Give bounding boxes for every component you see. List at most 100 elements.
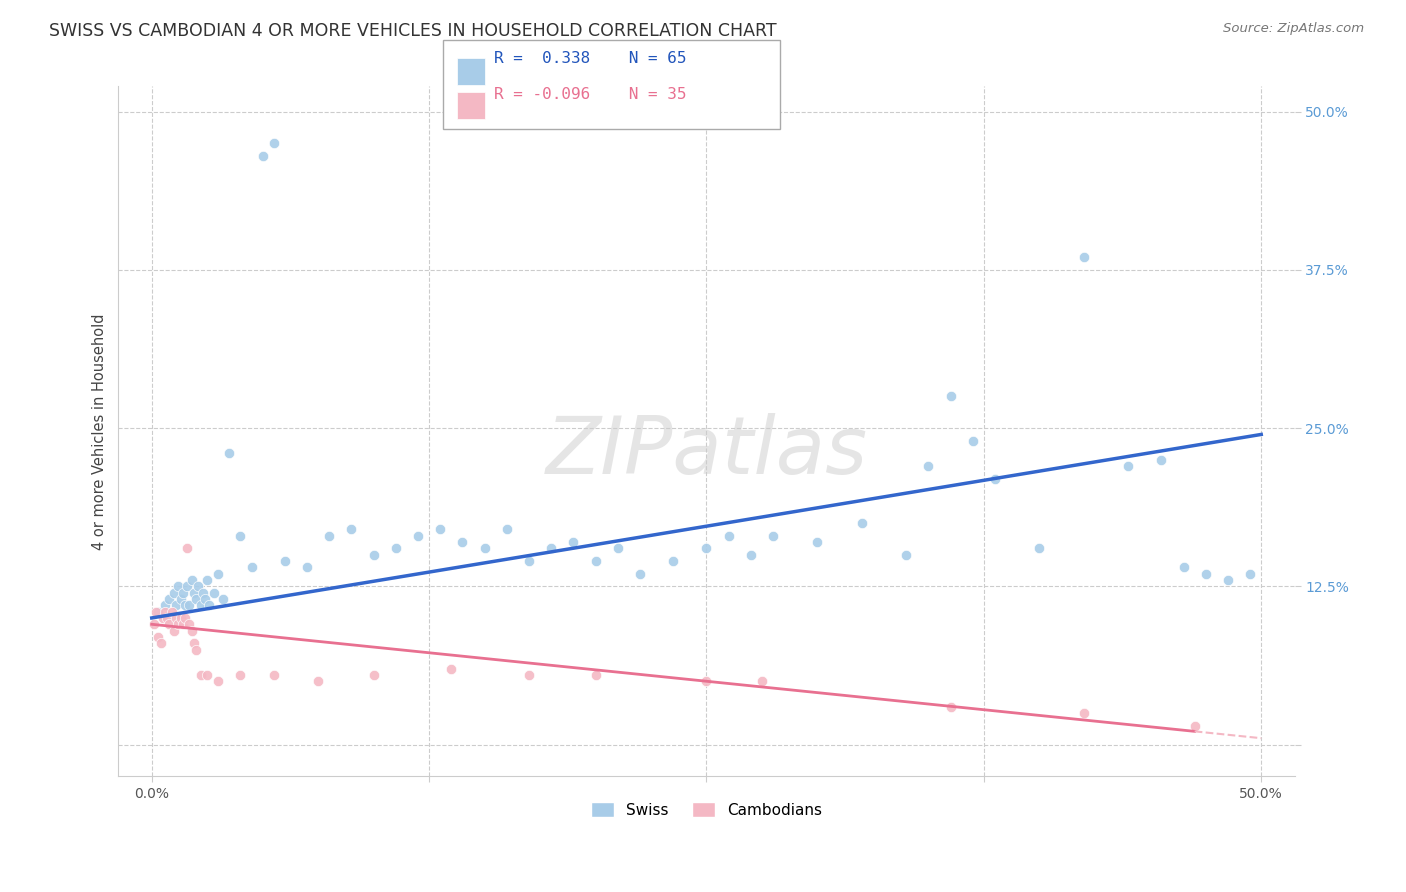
- Point: [363, 668, 385, 682]
- Point: [263, 136, 285, 151]
- Point: [190, 668, 212, 682]
- Point: [183, 636, 205, 650]
- Point: [176, 579, 198, 593]
- Point: [163, 585, 186, 599]
- Point: [806, 535, 828, 549]
- Point: [628, 566, 651, 581]
- Point: [167, 579, 190, 593]
- Point: [198, 599, 221, 613]
- Point: [252, 149, 274, 163]
- Point: [148, 605, 170, 619]
- Point: [295, 560, 318, 574]
- Point: [1216, 573, 1239, 587]
- Point: [191, 585, 214, 599]
- Point: [167, 617, 190, 632]
- Point: [717, 529, 740, 543]
- Text: ZIPatlas: ZIPatlas: [546, 413, 868, 491]
- Point: [851, 516, 873, 530]
- Point: [1028, 541, 1050, 556]
- Point: [474, 541, 496, 556]
- Point: [1195, 566, 1218, 581]
- Point: [172, 585, 194, 599]
- Point: [307, 674, 329, 689]
- Point: [440, 662, 463, 676]
- Point: [1073, 250, 1095, 264]
- Point: [1184, 718, 1206, 732]
- Point: [1116, 459, 1139, 474]
- Point: [495, 522, 517, 536]
- Point: [195, 573, 218, 587]
- Point: [169, 611, 191, 625]
- Point: [148, 630, 170, 644]
- Point: [184, 591, 207, 606]
- Point: [142, 617, 165, 632]
- Point: [762, 529, 785, 543]
- Legend: Swiss, Cambodians: Swiss, Cambodians: [585, 796, 828, 823]
- Point: [169, 591, 191, 606]
- Point: [180, 624, 202, 638]
- Point: [156, 611, 179, 625]
- Point: [163, 624, 186, 638]
- Point: [451, 535, 474, 549]
- Point: [179, 617, 201, 632]
- Point: [187, 579, 209, 593]
- Point: [165, 611, 187, 625]
- Point: [190, 599, 212, 613]
- Point: [318, 529, 340, 543]
- Text: SWISS VS CAMBODIAN 4 OR MORE VEHICLES IN HOUSEHOLD CORRELATION CHART: SWISS VS CAMBODIAN 4 OR MORE VEHICLES IN…: [49, 22, 778, 40]
- Point: [153, 599, 176, 613]
- Point: [517, 554, 540, 568]
- Y-axis label: 4 or more Vehicles in Household: 4 or more Vehicles in Household: [93, 313, 107, 549]
- Point: [174, 611, 197, 625]
- Point: [165, 599, 187, 613]
- Point: [1239, 566, 1261, 581]
- Point: [263, 668, 285, 682]
- Point: [207, 674, 229, 689]
- Point: [174, 599, 197, 613]
- Point: [152, 611, 174, 625]
- Point: [740, 548, 762, 562]
- Point: [179, 599, 201, 613]
- Point: [695, 674, 717, 689]
- Point: [202, 585, 225, 599]
- Point: [939, 389, 962, 403]
- Point: [662, 554, 685, 568]
- Text: R =  0.338    N = 65: R = 0.338 N = 65: [494, 51, 686, 66]
- Text: Source: ZipAtlas.com: Source: ZipAtlas.com: [1223, 22, 1364, 36]
- Point: [606, 541, 628, 556]
- Point: [429, 522, 451, 536]
- Point: [172, 617, 194, 632]
- Point: [1073, 706, 1095, 720]
- Point: [195, 668, 218, 682]
- Point: [385, 541, 408, 556]
- Point: [184, 642, 207, 657]
- Point: [363, 548, 385, 562]
- Point: [517, 668, 540, 682]
- Point: [207, 566, 229, 581]
- Point: [153, 605, 176, 619]
- Text: R = -0.096    N = 35: R = -0.096 N = 35: [494, 87, 686, 102]
- Point: [751, 674, 773, 689]
- Point: [176, 541, 198, 556]
- Point: [896, 548, 918, 562]
- Point: [211, 591, 233, 606]
- Point: [229, 529, 252, 543]
- Point: [229, 668, 252, 682]
- Point: [274, 554, 297, 568]
- Point: [984, 472, 1007, 486]
- Point: [180, 573, 202, 587]
- Point: [962, 434, 984, 448]
- Point: [540, 541, 562, 556]
- Point: [159, 617, 181, 632]
- Point: [917, 459, 939, 474]
- Point: [218, 446, 240, 460]
- Point: [340, 522, 363, 536]
- Point: [1150, 452, 1173, 467]
- Point: [939, 699, 962, 714]
- Point: [1173, 560, 1195, 574]
- Point: [194, 591, 217, 606]
- Point: [145, 605, 167, 619]
- Point: [160, 605, 183, 619]
- Point: [159, 591, 181, 606]
- Point: [585, 668, 607, 682]
